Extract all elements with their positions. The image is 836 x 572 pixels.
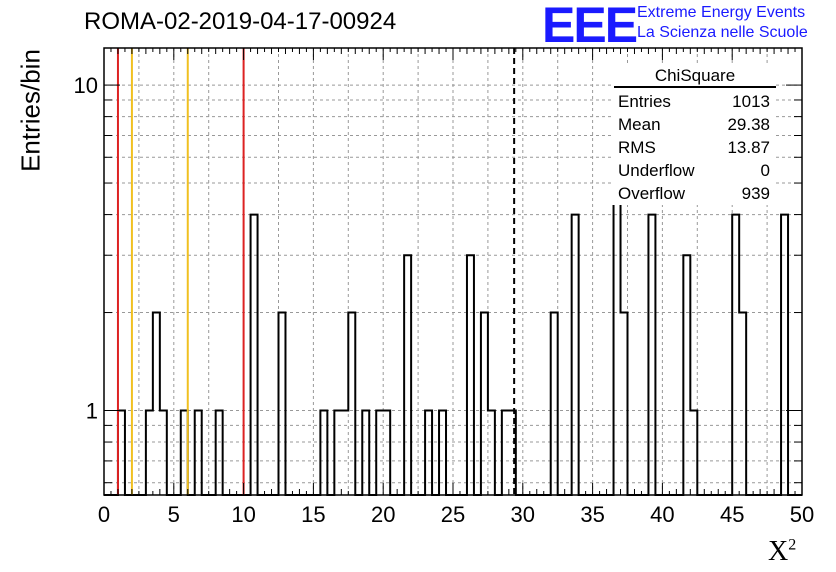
histogram-bin bbox=[621, 313, 628, 495]
x-tick-label: 35 bbox=[580, 502, 604, 527]
histogram-bin bbox=[732, 215, 739, 495]
histogram-bin bbox=[551, 313, 558, 495]
x-tick-label: 50 bbox=[790, 502, 814, 527]
stats-label: Mean bbox=[618, 115, 661, 134]
x-axis-label: X2 bbox=[768, 536, 797, 567]
x-tick-label: 45 bbox=[720, 502, 744, 527]
stats-row-overflow: Overflow 939 bbox=[612, 182, 776, 205]
stats-rows: Entries 1013 Mean 29.38 RMS 13.87 Underflow 0 Ov… bbox=[612, 90, 776, 205]
histogram-bin bbox=[251, 215, 258, 495]
stats-value: 29.38 bbox=[727, 115, 770, 134]
stats-row-underflow: Underflow 0 bbox=[612, 159, 776, 182]
stats-box: ChiSquare Entries 1013 Mean 29.38 RMS 13.87 Un… bbox=[612, 66, 776, 205]
x-tick-label: 40 bbox=[650, 502, 674, 527]
stats-label: Entries bbox=[618, 92, 671, 111]
stats-title: ChiSquare bbox=[614, 66, 776, 88]
stats-label: RMS bbox=[618, 138, 656, 157]
logo-line1: Extreme Energy Events bbox=[637, 4, 806, 21]
y-tick-label: 10 bbox=[74, 73, 98, 98]
histogram-bin bbox=[404, 255, 411, 495]
stats-label: Underflow bbox=[618, 161, 695, 180]
x-tick-label: 0 bbox=[98, 502, 110, 527]
stats-value: 13.87 bbox=[727, 138, 770, 157]
logo-line2: La Scienza nelle Scuole bbox=[637, 24, 808, 41]
histogram-bin bbox=[648, 215, 655, 495]
histogram-bin bbox=[572, 215, 579, 495]
histogram-bin bbox=[481, 313, 488, 495]
x-tick-label: 10 bbox=[231, 502, 255, 527]
stats-row-rms: RMS 13.87 bbox=[612, 136, 776, 159]
stats-label: Overflow bbox=[618, 184, 686, 203]
x-tick-label: 25 bbox=[441, 502, 465, 527]
histogram-bin bbox=[781, 215, 788, 495]
x-tick-label: 15 bbox=[301, 502, 325, 527]
x-tick-label: 5 bbox=[168, 502, 180, 527]
stats-value: 1013 bbox=[732, 92, 770, 111]
histogram-bin bbox=[153, 313, 160, 495]
histogram-bin bbox=[467, 255, 474, 495]
x-tick-label: 30 bbox=[511, 502, 535, 527]
chart-title: ROMA-02-2019-04-17-00924 bbox=[84, 8, 397, 35]
stats-row-mean: Mean 29.38 bbox=[612, 113, 776, 136]
stats-value: 0 bbox=[760, 161, 770, 180]
y-tick-label: 1 bbox=[86, 399, 98, 424]
histogram-bin bbox=[683, 255, 690, 495]
histogram-bin bbox=[348, 313, 355, 495]
logo-text: EEE bbox=[542, 0, 638, 53]
stats-row-entries: Entries 1013 bbox=[612, 90, 776, 113]
stats-value: 939 bbox=[741, 184, 770, 203]
x-tick-label: 20 bbox=[371, 502, 395, 527]
histogram-bin bbox=[279, 313, 286, 495]
histogram-bin bbox=[739, 313, 746, 495]
